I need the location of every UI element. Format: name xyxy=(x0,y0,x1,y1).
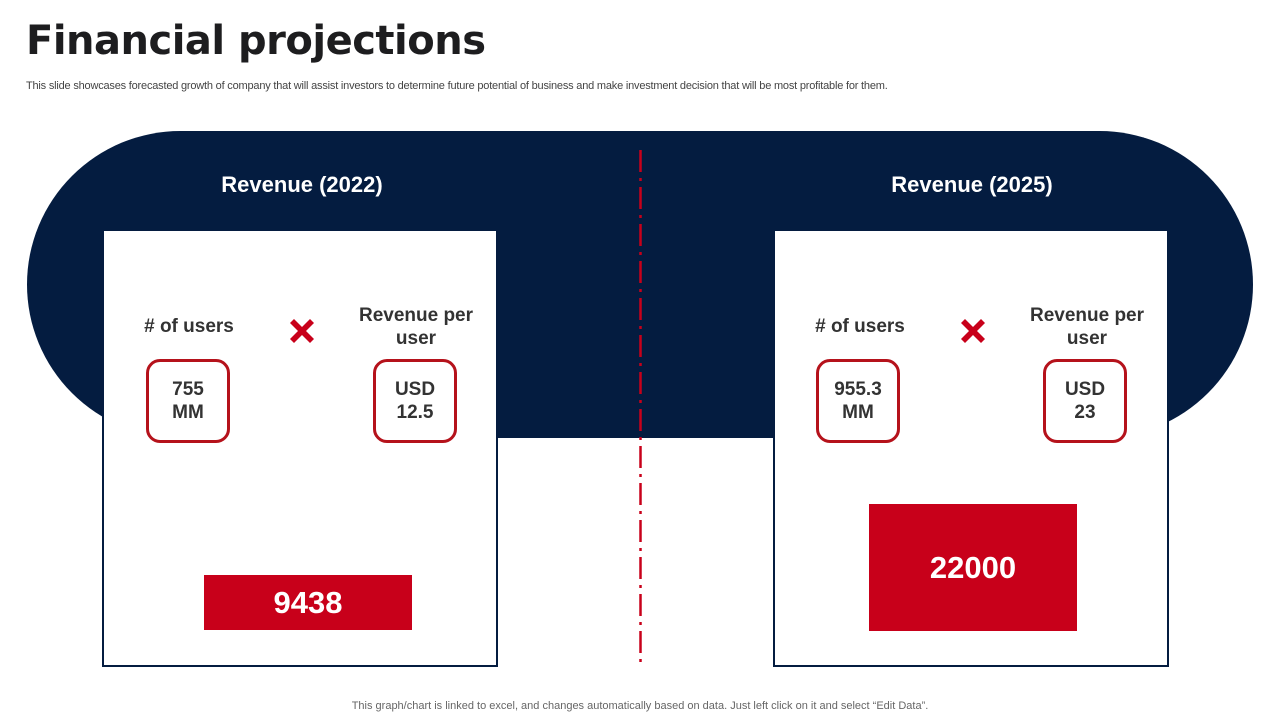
users-label: # of users xyxy=(815,316,905,337)
revenue-card-2022: # of users Revenue per user 755 MM USD 1… xyxy=(102,229,498,667)
panel-title-2022: Revenue (2022) xyxy=(221,172,383,197)
revenue-result-box: 9438 xyxy=(204,575,412,630)
revenue-per-user-label: Revenue per user xyxy=(358,305,474,349)
revenue-per-user-value-box: USD 12.5 xyxy=(373,359,457,443)
revenue-result-box: 22000 xyxy=(869,504,1077,631)
users-value-box: 955.3 MM xyxy=(816,359,900,443)
page-title: Financial projections xyxy=(26,18,486,64)
center-divider xyxy=(639,150,642,666)
revenue-per-user-label: Revenue per user xyxy=(1029,305,1145,349)
revenue-card-2025: # of users Revenue per user 955.3 MM USD… xyxy=(773,229,1169,667)
users-value-box: 755 MM xyxy=(146,359,230,443)
revenue-per-user-value-box: USD 23 xyxy=(1043,359,1127,443)
multiply-x-icon xyxy=(961,319,985,343)
panel-title-2025: Revenue (2025) xyxy=(891,172,1053,197)
page-subtitle: This slide showcases forecasted growth o… xyxy=(26,80,888,92)
multiply-x-icon xyxy=(290,319,314,343)
footer-note: This graph/chart is linked to excel, and… xyxy=(351,700,929,712)
users-label: # of users xyxy=(144,316,234,337)
